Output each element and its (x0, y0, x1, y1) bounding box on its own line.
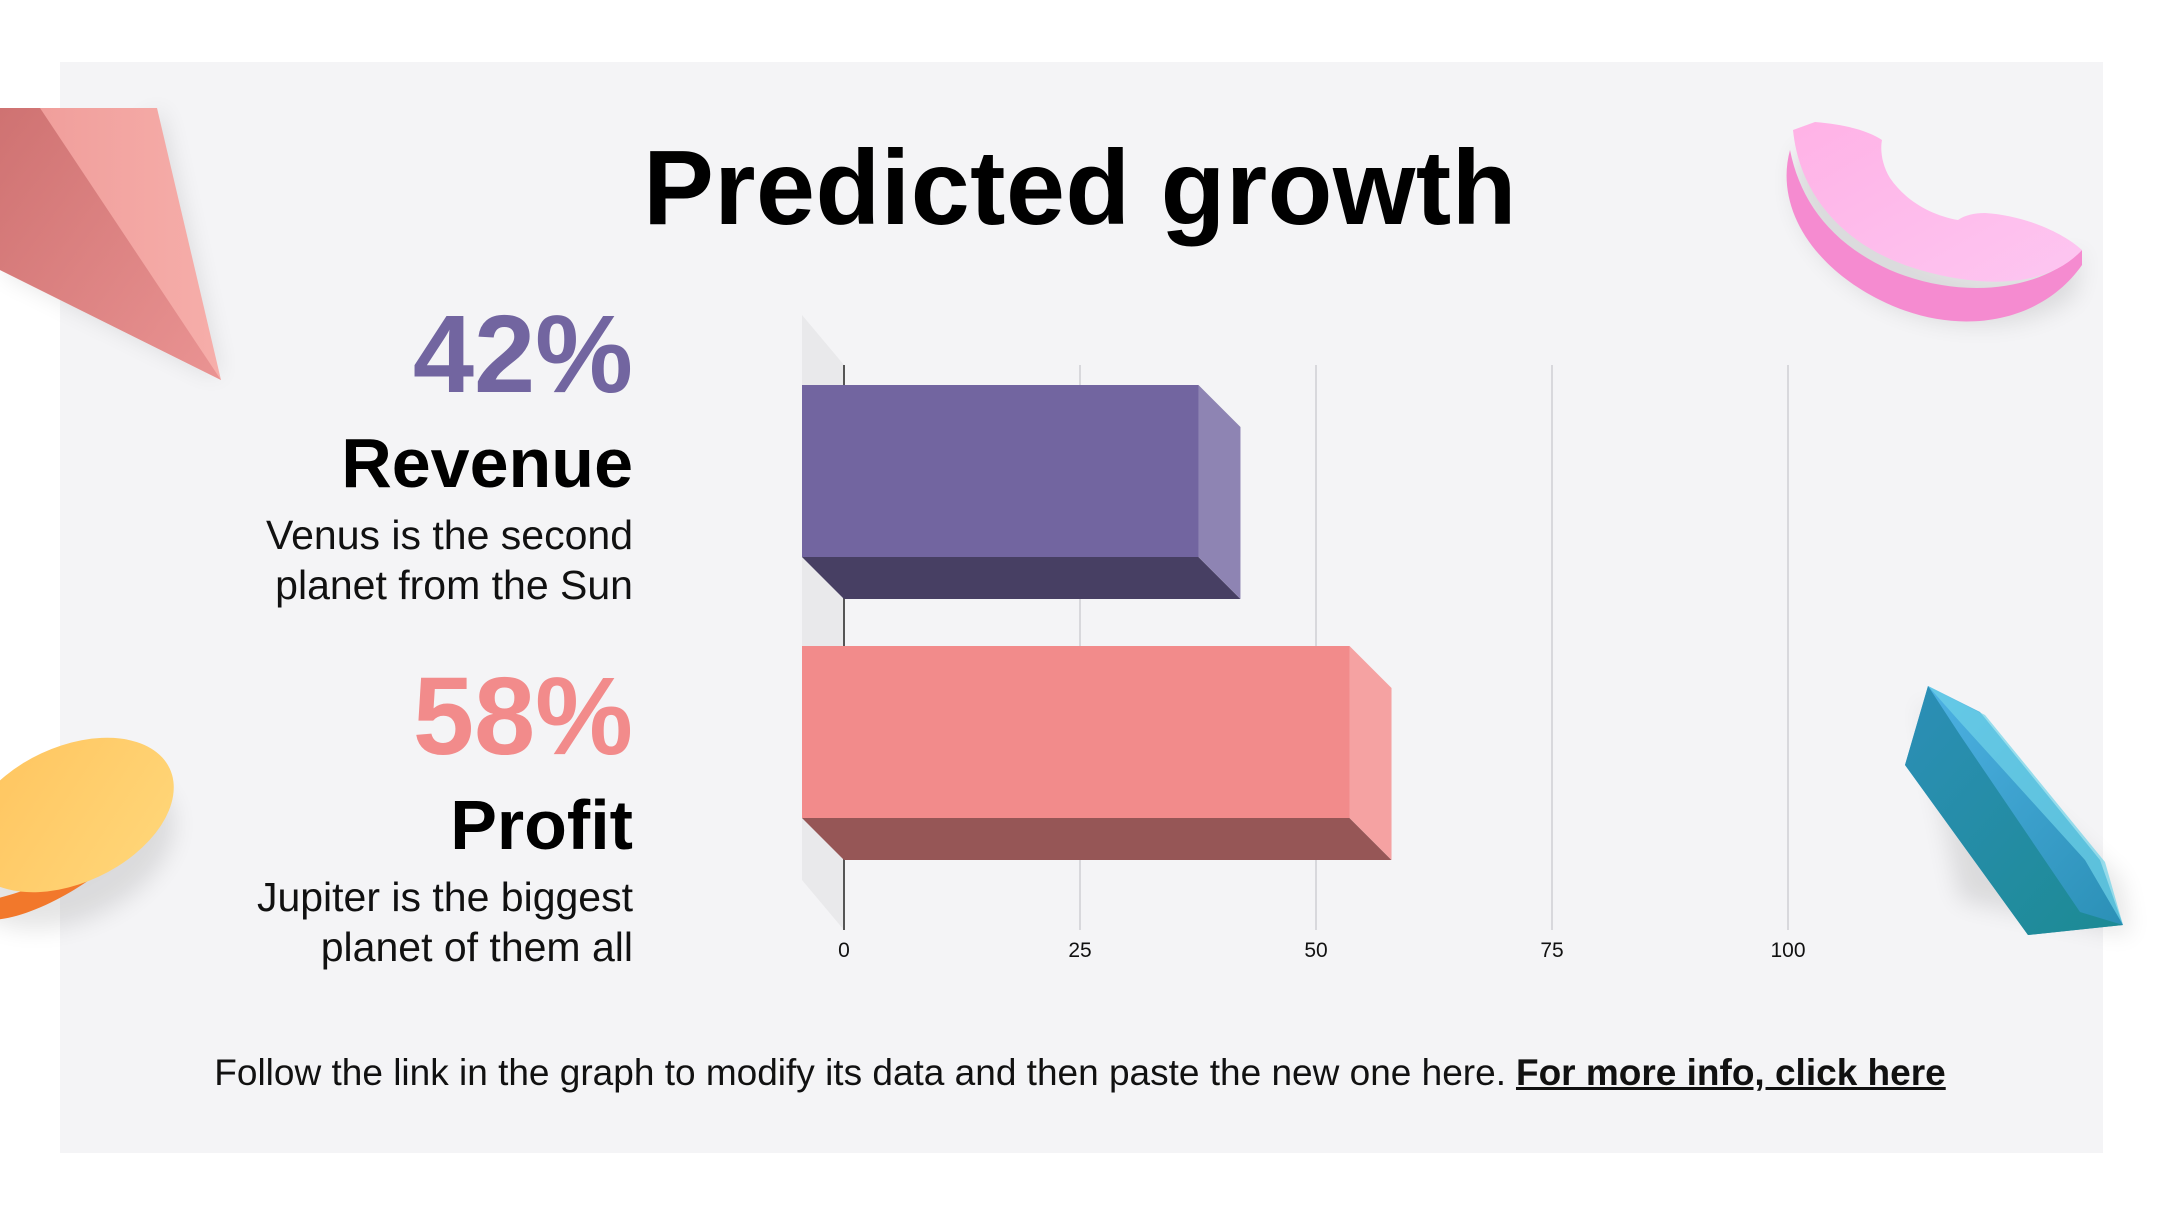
x-tick-label: 75 (1540, 939, 1563, 962)
more-info-link[interactable]: For more info, click here (1515, 1052, 1946, 1093)
metric-percent: 58% (412, 655, 633, 778)
bar-bottom-face (802, 557, 1241, 599)
x-tick-label: 100 (1770, 939, 1805, 962)
metric-label: Revenue (341, 424, 633, 502)
x-tick-label: 50 (1304, 939, 1327, 962)
ring-segment-shape (1786, 122, 2082, 324)
prism-shape (1905, 686, 2130, 935)
metric-description: Jupiter is the biggest planet of them al… (256, 874, 633, 970)
bar-side-face (1198, 385, 1241, 599)
footer-text: Follow the link in the graph to modify i… (214, 1052, 1506, 1093)
cone-shape (0, 108, 221, 380)
slide-background (60, 62, 2103, 1153)
bar-profit (802, 646, 1350, 818)
footer-note: Follow the link in the graph to modify i… (0, 1052, 2160, 1094)
bar-side-face (1349, 646, 1392, 860)
x-tick-label: 0 (838, 939, 850, 962)
page-title: Predicted growth (643, 129, 1517, 247)
bar-bottom-face (802, 818, 1392, 860)
metric-description: Venus is the second planet from the Sun (266, 512, 633, 608)
metric-label: Profit (450, 786, 633, 864)
x-tick-label: 25 (1068, 939, 1091, 962)
bar-revenue (802, 385, 1199, 557)
metric-percent: 42% (412, 293, 633, 416)
disc-shape (0, 737, 174, 929)
metric-profit: 58% Profit Jupiter is the biggest planet… (257, 662, 633, 972)
metric-revenue: 42% Revenue Venus is the second planet f… (266, 300, 633, 610)
